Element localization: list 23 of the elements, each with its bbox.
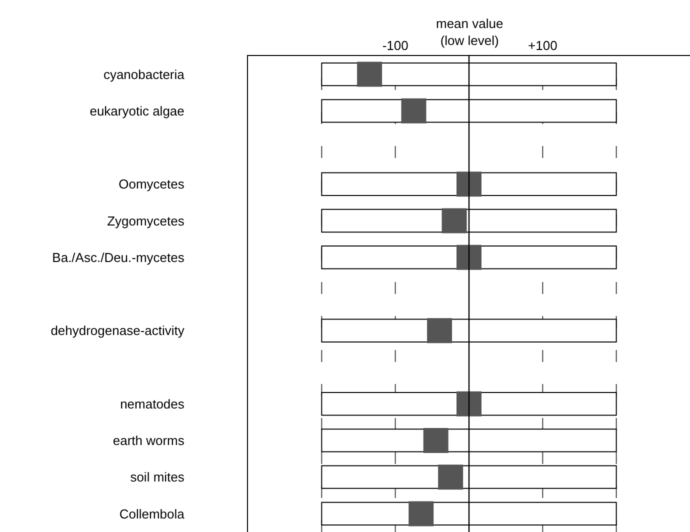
point [408, 501, 434, 526]
y-tick-label: dehydrogenase-activity [50, 323, 185, 338]
point [456, 391, 482, 416]
y-tick-label: earth worms [112, 433, 185, 448]
y-tick-label: cyanobacteria [103, 66, 186, 82]
point [357, 62, 382, 87]
point [456, 244, 482, 270]
y-tick-label: Oomycetes [118, 176, 185, 192]
point [427, 318, 452, 344]
point [423, 428, 448, 453]
ref-line-label: mean value (low level) [436, 16, 504, 48]
y-tick-label: Ba./Asc./Deu.-mycetes [52, 250, 185, 265]
point [456, 172, 482, 197]
point [438, 464, 464, 490]
x-tick-label: -100 [382, 38, 408, 53]
y-tick-label: eukaryotic algae [90, 103, 184, 118]
y-tick-label: Collembola [119, 506, 186, 522]
point [401, 98, 426, 124]
y-tick-label: Zygomycetes [107, 213, 185, 228]
x-tick-label: +100 [528, 38, 558, 53]
point [442, 208, 467, 234]
y-tick-label: soil mites [130, 470, 185, 485]
y-tick-label: nematodes [120, 396, 185, 412]
